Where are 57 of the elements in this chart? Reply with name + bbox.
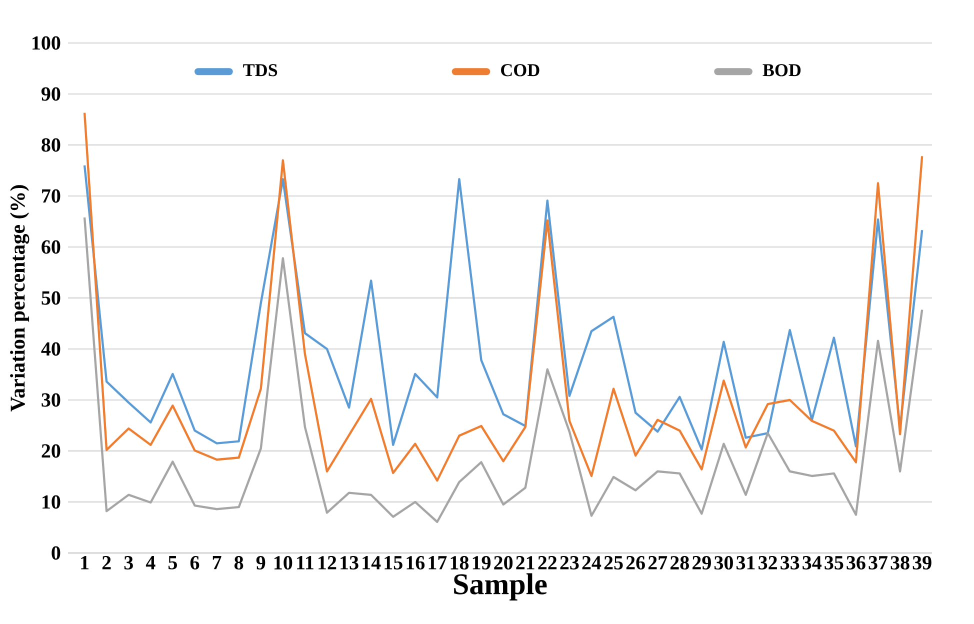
x-tick-label: 22 bbox=[538, 556, 557, 570]
x-tick-label: 26 bbox=[626, 556, 645, 570]
line-series bbox=[83, 164, 924, 451]
x-tick-label: 14 bbox=[362, 556, 381, 570]
x-tick-label: 1 bbox=[81, 556, 89, 570]
y-tick-label: 0 bbox=[52, 546, 60, 560]
x-tick-label: 21 bbox=[516, 556, 534, 570]
x-tick-label: 19 bbox=[472, 556, 491, 570]
x-tick-label: 32 bbox=[758, 556, 777, 570]
x-tick-label: 17 bbox=[428, 556, 447, 570]
y-tick-label: 40 bbox=[41, 342, 60, 356]
x-tick-label: 18 bbox=[450, 556, 469, 570]
x-tick-label: 25 bbox=[604, 556, 623, 570]
x-tick-label: 37 bbox=[868, 556, 888, 570]
x-tick-label: 12 bbox=[318, 556, 336, 570]
x-tick-label: 33 bbox=[780, 556, 800, 570]
x-tick-label: 16 bbox=[406, 556, 425, 570]
x-tick-label: 11 bbox=[297, 556, 314, 570]
x-tick-label: 36 bbox=[846, 556, 866, 570]
x-tick-label: 5 bbox=[168, 556, 177, 570]
x-tick-label: 10 bbox=[274, 556, 292, 570]
x-tick-label: 15 bbox=[384, 556, 402, 570]
y-tick-label: 90 bbox=[41, 87, 60, 101]
y-tick-label: 70 bbox=[42, 189, 60, 203]
y-tick-label: 60 bbox=[42, 240, 60, 254]
x-tick-label: 8 bbox=[234, 556, 244, 570]
x-tick-label: 3 bbox=[124, 556, 133, 570]
x-tick-label: 7 bbox=[212, 556, 222, 570]
x-tick-label: 28 bbox=[670, 556, 689, 570]
x-tick-label: 9 bbox=[256, 556, 266, 570]
legend-label: COD bbox=[501, 64, 540, 76]
x-tick-label: 24 bbox=[582, 556, 602, 570]
x-tick-label: 38 bbox=[890, 556, 910, 570]
x-tick-label: 20 bbox=[494, 556, 513, 570]
x-tick-label: 2 bbox=[102, 556, 111, 570]
x-tick-label: 34 bbox=[802, 556, 822, 570]
x-tick-label: 13 bbox=[340, 556, 358, 570]
x-tick-label: 27 bbox=[648, 556, 668, 570]
x-tick-label: 31 bbox=[736, 556, 755, 570]
x-axis-title: Sample bbox=[454, 573, 547, 600]
legend-label: TDS bbox=[243, 64, 278, 76]
x-tick-label: 23 bbox=[560, 556, 579, 570]
y-tick-label: 30 bbox=[42, 393, 60, 407]
x-tick-label: 6 bbox=[190, 556, 200, 570]
x-tick-label: 30 bbox=[714, 556, 733, 570]
x-tick-label: 4 bbox=[146, 556, 156, 570]
y-tick-label: 80 bbox=[42, 138, 60, 152]
y-tick-label: 100 bbox=[32, 36, 60, 50]
y-tick-label: 50 bbox=[42, 291, 60, 305]
y-tick-label: 20 bbox=[42, 444, 60, 458]
line-series bbox=[83, 216, 924, 523]
legend-label: BOD bbox=[762, 64, 801, 76]
x-tick-label: 35 bbox=[824, 556, 844, 570]
y-axis-title: Variation percentage (%) bbox=[10, 185, 30, 412]
x-tick-label: 29 bbox=[692, 556, 711, 570]
x-tick-label: 39 bbox=[912, 556, 932, 570]
y-tick-label: 10 bbox=[42, 495, 60, 509]
